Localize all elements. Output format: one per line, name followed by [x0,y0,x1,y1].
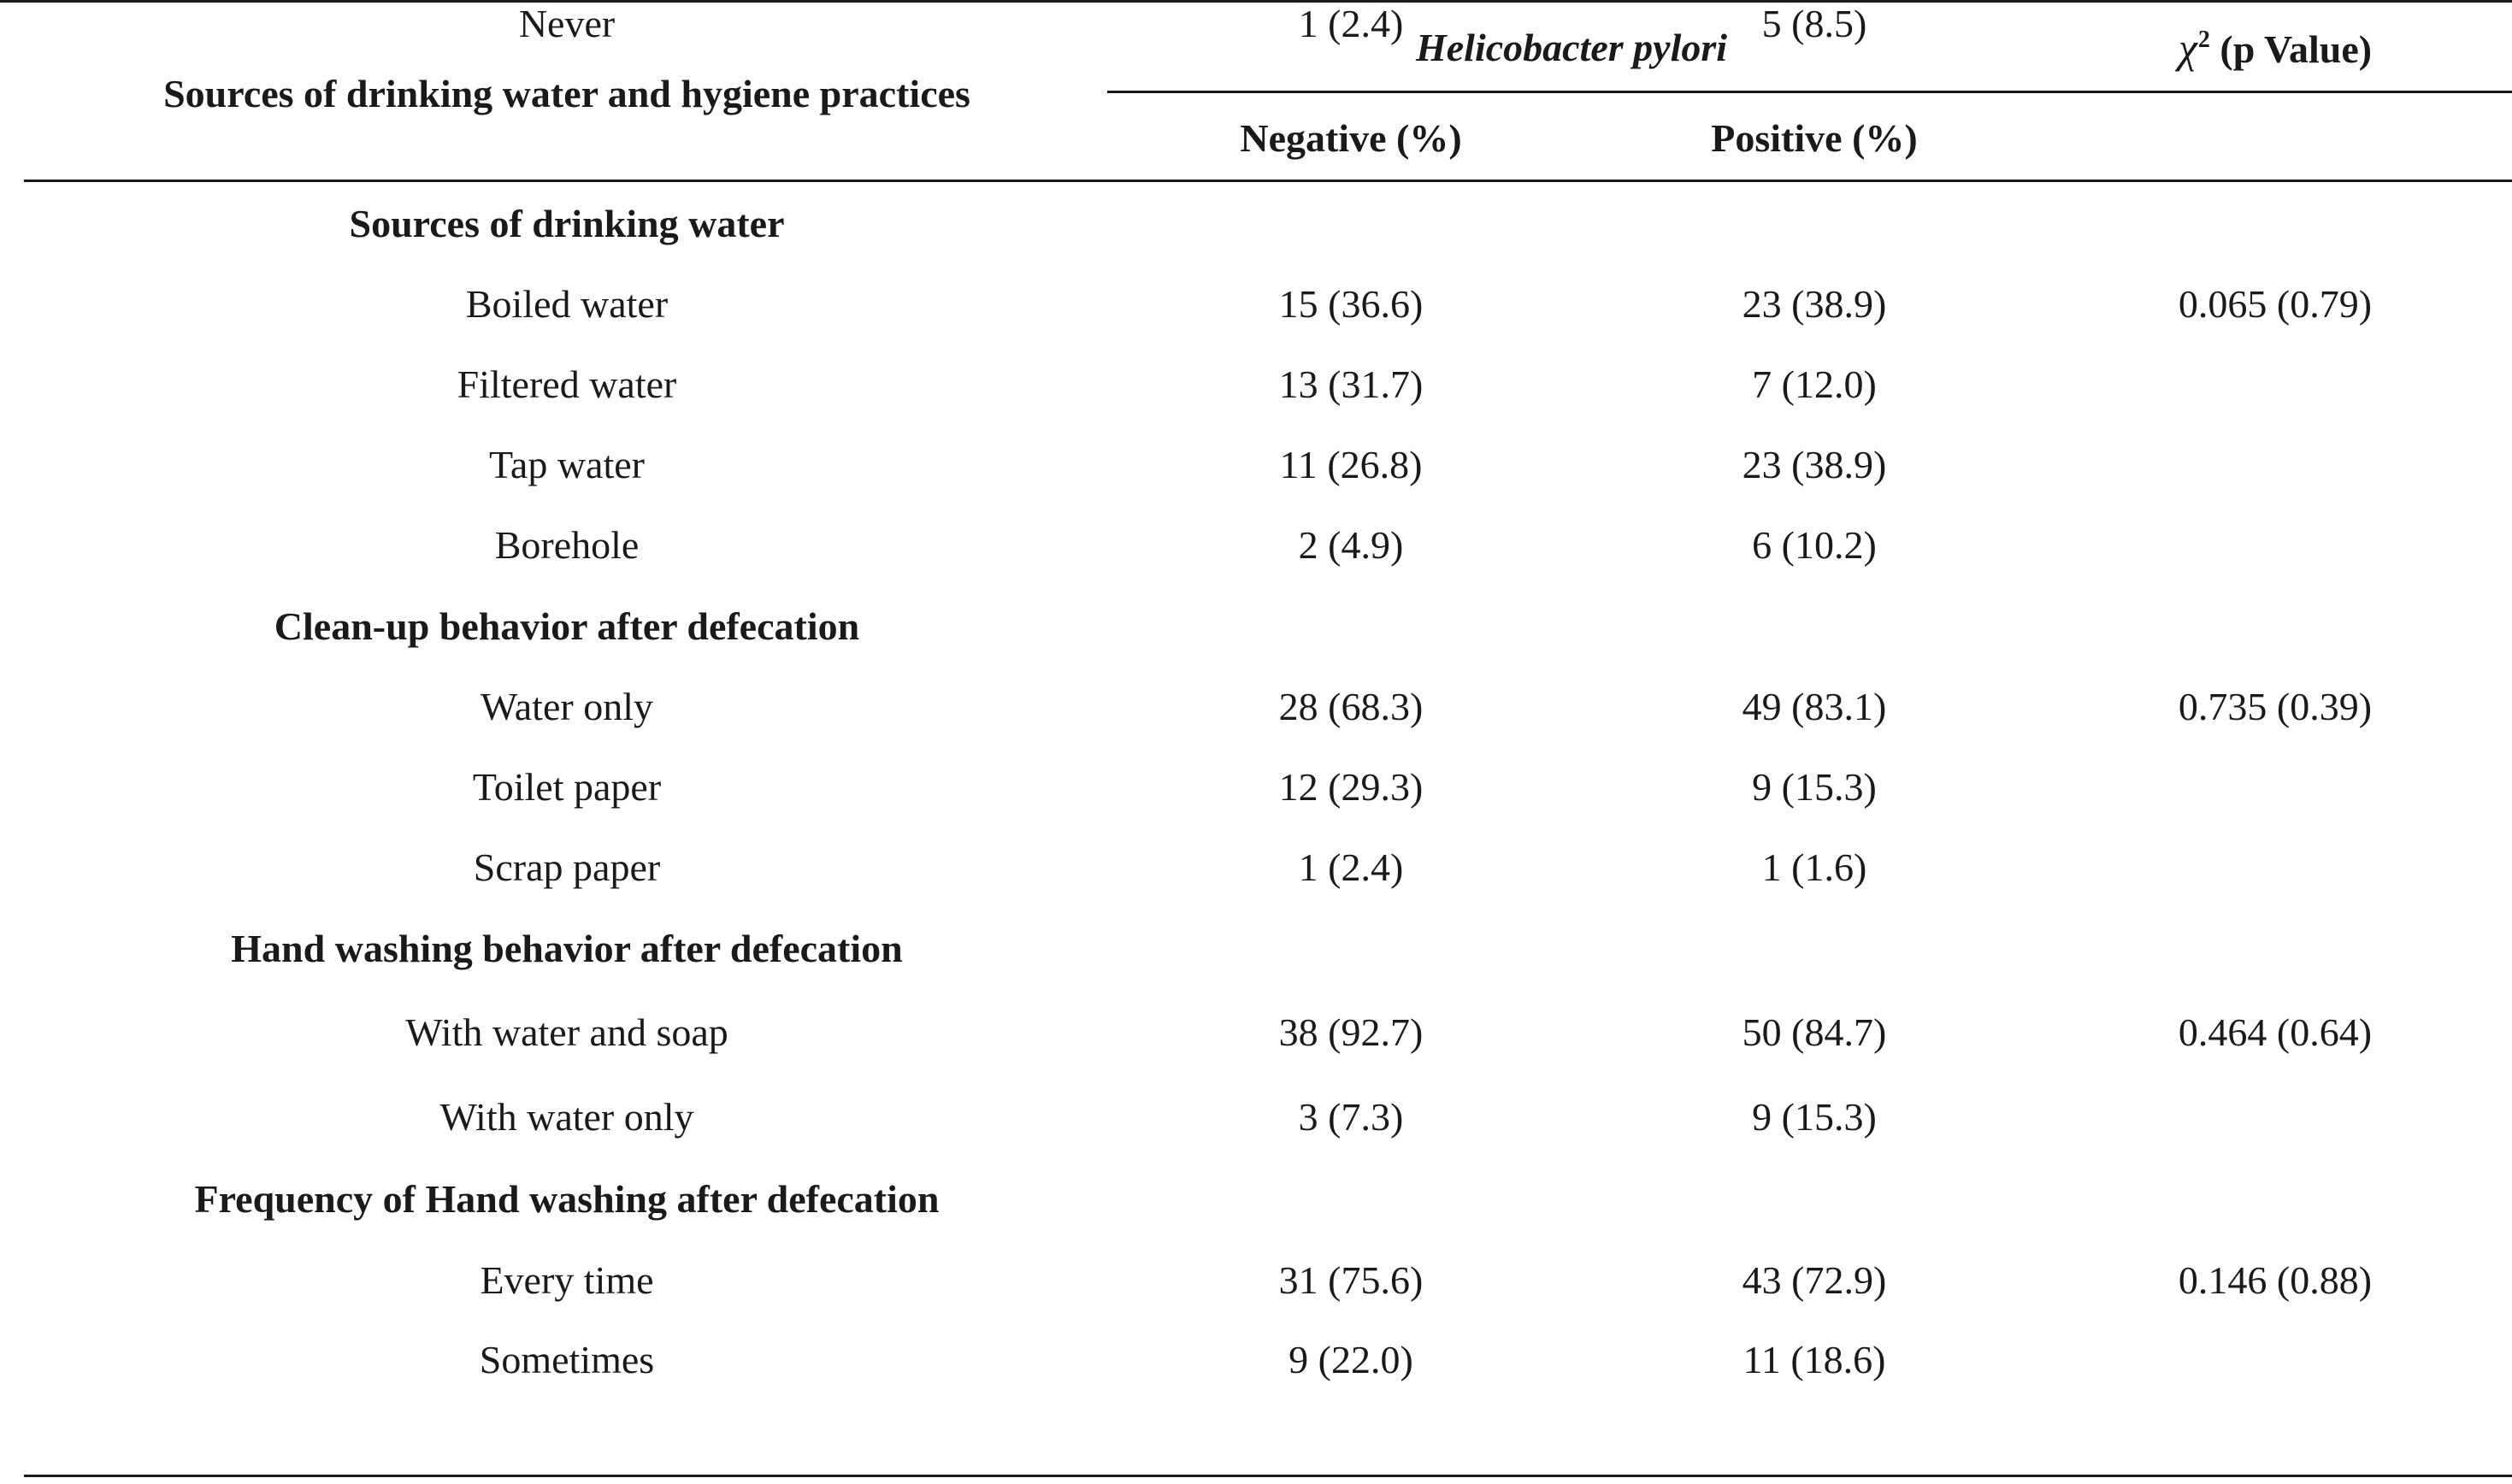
row-label: Scrap paper [473,845,661,889]
row-label: Filtered water [457,362,677,406]
positive-value: 11 (18.6) [1742,1338,1886,1381]
chi-square-value: 0.065 (0.79) [2178,282,2373,326]
row-label: With water and soap [405,1010,728,1054]
chi-square-value: 0.146 (0.88) [2178,1258,2373,1302]
positive-value: 49 (83.1) [1742,685,1887,728]
group-title: Sources of drinking water [349,202,785,245]
positive-value: 23 (38.9) [1742,282,1887,326]
row-label: Toilet paper [472,765,662,809]
negative-value: 28 (68.3) [1278,685,1424,728]
chi-header-text: (p Value) [2209,27,2373,71]
header-bottom-rule [24,180,2512,182]
positive-value: 5 (8.5) [1761,2,1867,45]
group-title: Clean-up behavior after defecation [274,604,860,648]
negative-value: 31 (75.6) [1278,1258,1424,1302]
negative-value: 9 (22.0) [1288,1338,1413,1381]
negative-header: Negative (%) [1240,116,1462,160]
group-title: Hand washing behavior after defecation [231,927,903,970]
chi-symbol: χ [2178,24,2197,72]
table-bottom-rule [24,1475,2512,1477]
positive-value: 43 (72.9) [1742,1258,1887,1302]
positive-value: 23 (38.9) [1742,443,1887,486]
row-label: With water only [439,1095,694,1139]
row-label: Borehole [494,523,640,567]
row-label-header: Sources of drinking water and hygiene pr… [163,72,970,115]
chi-square-header: χ2 (p Value) [2179,24,2372,80]
negative-value: 1 (2.4) [1298,2,1404,45]
positive-header: Positive (%) [1711,116,1918,160]
table-top-rule [0,0,2512,3]
positive-value: 9 (15.3) [1752,765,1877,809]
group-title: Frequency of Hand washing after defecati… [194,1177,940,1221]
chi-square-value: 0.464 (0.64) [2178,1010,2373,1054]
negative-value: 12 (29.3) [1278,765,1424,809]
positive-value: 6 (10.2) [1752,523,1877,567]
organism-header: Helicobacter pylori [1415,26,1728,69]
chi-square-value: 0.735 (0.39) [2178,685,2373,728]
row-label: Never [518,2,616,45]
negative-value: 15 (36.6) [1278,282,1424,326]
positive-value: 1 (1.6) [1761,845,1867,889]
negative-value: 3 (7.3) [1298,1095,1404,1139]
row-label: Boiled water [465,282,669,326]
negative-value: 2 (4.9) [1298,523,1404,567]
chi-superscript: 2 [2197,26,2210,53]
row-label: Sometimes [479,1338,655,1381]
row-label: Every time [480,1258,654,1302]
row-label: Tap water [489,443,645,486]
positive-value: 9 (15.3) [1752,1095,1877,1139]
negative-value: 11 (26.8) [1279,443,1423,486]
positive-value: 50 (84.7) [1742,1010,1887,1054]
negative-value: 1 (2.4) [1298,845,1404,889]
negative-value: 13 (31.7) [1278,362,1424,406]
negative-value: 38 (92.7) [1278,1010,1424,1054]
positive-value: 7 (12.0) [1752,362,1877,406]
row-label: Water only [481,685,653,728]
header-sub-rule [1107,91,2512,93]
